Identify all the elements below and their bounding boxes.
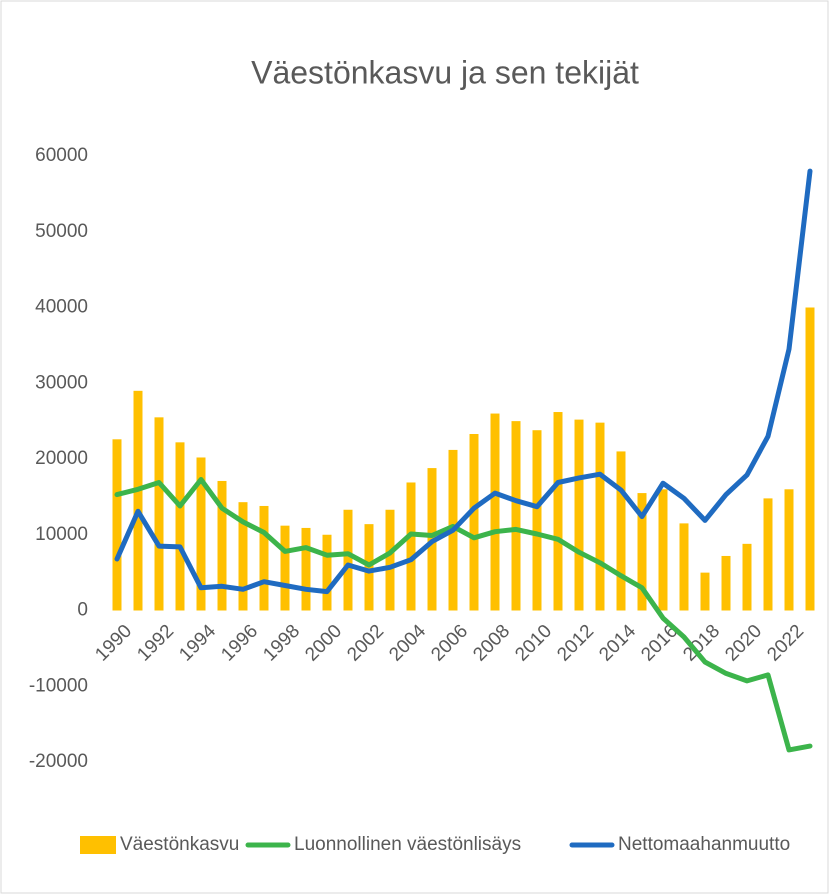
bar	[574, 419, 584, 611]
bar	[742, 543, 752, 611]
legend-swatch	[80, 836, 116, 854]
y-tick-label: 40000	[35, 297, 88, 318]
chart-title: Väestönkasvu ja sen tekijät	[251, 54, 639, 90]
y-tick-label: 20000	[35, 448, 88, 469]
bar	[196, 457, 206, 611]
bar	[784, 489, 794, 611]
line	[114, 477, 813, 753]
bar	[112, 439, 122, 611]
bar	[721, 555, 731, 611]
legend-label: Luonnollinen väestönlisäys	[294, 834, 521, 855]
bar	[511, 421, 521, 611]
bar	[385, 509, 395, 611]
bar	[154, 417, 164, 611]
y-tick-label: 60000	[35, 145, 88, 166]
bar	[805, 307, 815, 611]
bar	[217, 480, 227, 611]
bar	[658, 489, 668, 611]
bar	[343, 509, 353, 611]
bar	[175, 442, 185, 611]
bar	[763, 498, 773, 611]
bar	[700, 572, 710, 611]
legend-label: Väestönkasvu	[120, 834, 239, 855]
bar	[637, 493, 647, 611]
bar	[238, 502, 248, 611]
bar	[280, 525, 290, 611]
bar	[301, 527, 311, 611]
bar	[406, 482, 416, 611]
legend-label: Nettomaahanmuutto	[618, 834, 790, 855]
y-tick-label: 50000	[35, 221, 88, 242]
bar	[133, 390, 143, 611]
bar	[616, 451, 626, 611]
bar	[322, 534, 332, 611]
bar	[469, 434, 479, 611]
y-tick-label: 0	[77, 600, 88, 621]
bar	[490, 413, 500, 611]
bar	[595, 422, 605, 611]
line	[114, 168, 813, 595]
bar	[679, 523, 689, 611]
y-tick-label: 10000	[35, 524, 88, 545]
y-tick-label: 30000	[35, 372, 88, 393]
bar	[553, 412, 563, 611]
bar	[259, 505, 269, 611]
y-tick-label: -20000	[29, 751, 88, 772]
y-tick-label: -10000	[29, 675, 88, 696]
bar	[532, 430, 542, 611]
